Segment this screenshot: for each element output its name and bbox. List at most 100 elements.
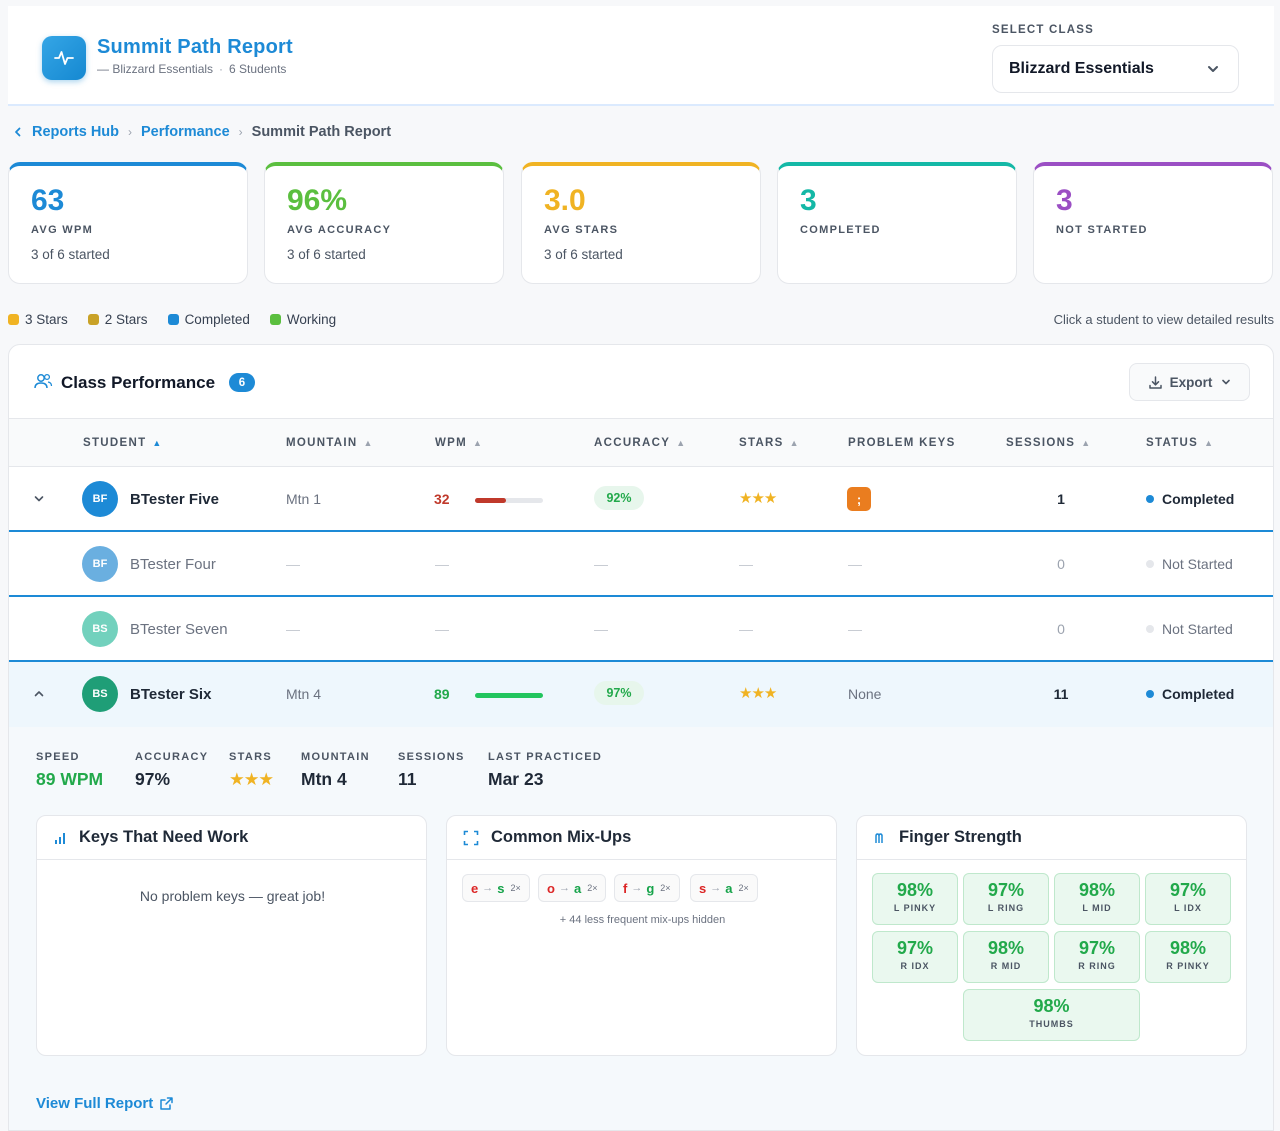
column-label: STUDENT: [83, 437, 147, 449]
arrow-icon: →: [482, 882, 494, 894]
finger-value: 98%: [1078, 880, 1116, 900]
stat-card-avg-stars: 3.0 AVG STARS 3 of 6 started: [521, 162, 761, 284]
wpm-bar-fill: [475, 693, 543, 698]
student-name: BTester Five: [130, 491, 219, 508]
keys-need-work-card: Keys That Need Work No problem keys — gr…: [36, 815, 427, 1056]
legend-label: 3 Stars: [25, 312, 68, 327]
breadcrumb-separator: ›: [128, 125, 132, 139]
status-dot: [1146, 560, 1154, 568]
class-select[interactable]: Blizzard Essentials: [992, 45, 1239, 93]
chevron-left-icon[interactable]: [12, 126, 24, 138]
legend-item: 3 Stars: [8, 312, 68, 327]
finger-value: 98%: [896, 880, 934, 900]
status-label: Not Started: [1162, 621, 1233, 637]
legend-swatch: [167, 314, 179, 325]
avatar: BF: [82, 546, 118, 582]
column-header-student[interactable]: STUDENT ▲: [83, 437, 163, 449]
legend-label: 2 Stars: [104, 312, 148, 327]
finger-label: L MID: [1082, 903, 1112, 913]
accuracy-cell: —: [594, 556, 608, 572]
detail-last-practiced: LAST PRACTICED Mar 23: [488, 751, 602, 790]
subtitle-class: — Blizzard Essentials: [97, 62, 214, 76]
status-dot: [1146, 495, 1154, 503]
stat-value: 96%: [287, 184, 348, 217]
column-header-sessions[interactable]: SESSIONS ▲: [1006, 437, 1091, 449]
table-row-expanded[interactable]: BS BTester Six Mtn 4 89 97% ★★★ None 11 …: [9, 662, 1273, 727]
wpm-bar-fill: [475, 498, 506, 503]
column-header-accuracy[interactable]: ACCURACY ▲: [594, 437, 686, 449]
legend-swatch: [8, 314, 19, 325]
finger-r-mid: 98% R MID: [963, 931, 1049, 983]
wpm-bar: [475, 498, 543, 503]
wpm-cell: —: [435, 621, 449, 637]
column-header-wpm[interactable]: WPM ▲: [435, 437, 483, 449]
export-button[interactable]: Export: [1129, 363, 1250, 401]
column-header-status[interactable]: STATUS ▲: [1146, 437, 1214, 449]
status-not-started: Not Started: [1146, 556, 1233, 572]
app-title: Summit Path Report: [97, 36, 293, 58]
breadcrumb-separator: ›: [238, 125, 243, 139]
table-row[interactable]: BF BTester Five Mtn 1 32 92% ★★★ ; 1 Com…: [9, 467, 1273, 532]
stat-subtext: 3 of 6 started: [287, 247, 366, 262]
table-row[interactable]: BF BTester Four — — — — — 0 Not Started: [9, 532, 1273, 597]
column-header-mountain[interactable]: MOUNTAIN ▲: [286, 437, 374, 449]
stat-label: AVG STARS: [544, 224, 619, 236]
legend-swatch: [87, 314, 99, 325]
status-completed: Completed: [1146, 686, 1234, 702]
card-header: Finger Strength: [857, 816, 1246, 860]
breadcrumb-reports-hub[interactable]: Reports Hub: [32, 124, 119, 140]
stat-subtext: 3 of 6 started: [31, 247, 110, 262]
detail-value: ★★★: [229, 769, 274, 789]
breadcrumb-performance[interactable]: Performance: [141, 124, 230, 140]
mixup-to: a: [725, 880, 733, 896]
student-name: BTester Four: [130, 556, 216, 573]
column-label: STATUS: [1146, 437, 1199, 449]
finger-r-idx: 97% R IDX: [872, 931, 958, 983]
column-label: STARS: [739, 437, 784, 449]
column-header-problem-keys: PROBLEM KEYS: [848, 437, 956, 449]
stat-label: NOT STARTED: [1056, 224, 1148, 236]
mixup-count: 2×: [738, 883, 749, 893]
view-full-report-label: View Full Report: [36, 1095, 154, 1112]
table-row[interactable]: BS BTester Seven — — — — — 0 Not Started: [9, 597, 1273, 662]
mountain-cell: —: [286, 556, 300, 572]
sessions-cell: 1: [1057, 491, 1065, 507]
card-title: Keys That Need Work: [79, 828, 249, 846]
finger-value: 97%: [896, 938, 934, 958]
column-header-stars[interactable]: STARS ▲: [739, 437, 800, 449]
card-header: Keys That Need Work: [37, 816, 426, 860]
status-label: Not Started: [1162, 556, 1233, 572]
student-name: BTester Seven: [130, 621, 228, 638]
sort-icon: ▲: [789, 438, 800, 448]
select-class-label: SELECT CLASS: [992, 24, 1094, 36]
hand-icon: [873, 831, 887, 845]
status-label: Completed: [1162, 686, 1235, 702]
legend-item: 2 Stars: [87, 312, 148, 327]
card-header: Common Mix-Ups: [447, 816, 836, 860]
finger-thumbs: 98% THUMBS: [963, 989, 1140, 1041]
avatar: BS: [82, 676, 118, 712]
view-full-report-link[interactable]: View Full Report: [36, 1095, 174, 1112]
finger-l-ring: 97% L RING: [963, 873, 1049, 925]
subtitle-separator: ·: [219, 62, 224, 76]
finger-label: L PINKY: [893, 903, 937, 913]
sessions-cell: 0: [1057, 556, 1065, 572]
detail-label: LAST PRACTICED: [488, 751, 603, 763]
problem-keys-cell: —: [848, 556, 862, 572]
accuracy-cell: —: [594, 621, 608, 637]
mixup-count: 2×: [660, 883, 671, 893]
stat-card-avg-accuracy: 96% AVG ACCURACY 3 of 6 started: [264, 162, 504, 284]
finger-r-ring: 97% R RING: [1054, 931, 1140, 983]
stat-card-not-started: 3 NOT STARTED: [1033, 162, 1273, 284]
detail-stars: STARS ★★★: [229, 751, 274, 790]
table-header: STUDENT ▲ MOUNTAIN ▲ WPM ▲ ACCURACY ▲ STARS ▲…: [9, 418, 1273, 467]
detail-value: 11: [398, 769, 417, 789]
app-header: Summit Path Report — Blizzard Essentials…: [8, 6, 1274, 106]
student-detail: SPEED 89 WPM ACCURACY 97% STARS ★★★ MOUNTAI…: [9, 727, 1273, 1130]
chevron-up-icon[interactable]: [33, 688, 45, 700]
detail-value: Mtn 4: [301, 769, 347, 789]
chevron-down-icon[interactable]: [33, 493, 45, 505]
sort-icon: ▲: [363, 438, 374, 448]
finger-label: L IDX: [1174, 903, 1202, 913]
